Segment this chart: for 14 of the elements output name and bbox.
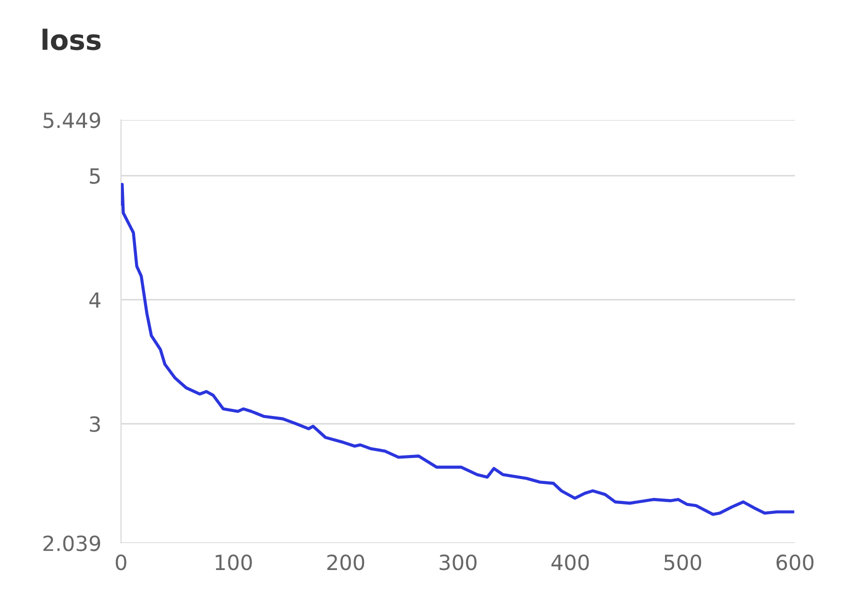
x-tick-label: 600 [776,554,814,570]
x-tick-label: 500 [664,554,702,570]
y-tick-label: 3 [90,416,100,432]
x-tick-label: 300 [440,554,476,570]
chart-title: loss [42,28,101,50]
x-tick-label: 200 [327,554,364,570]
x-tick-label: 0 [116,554,126,570]
y-tick-label: 5.449 [44,112,100,128]
y-tick-label: 2.039 [43,535,100,552]
y-tick-label: 5 [90,168,100,184]
x-tick-label: 400 [551,554,589,570]
x-tick-label: 100 [216,554,252,570]
y-tick-label: 4 [89,292,100,308]
line-series [121,182,794,516]
